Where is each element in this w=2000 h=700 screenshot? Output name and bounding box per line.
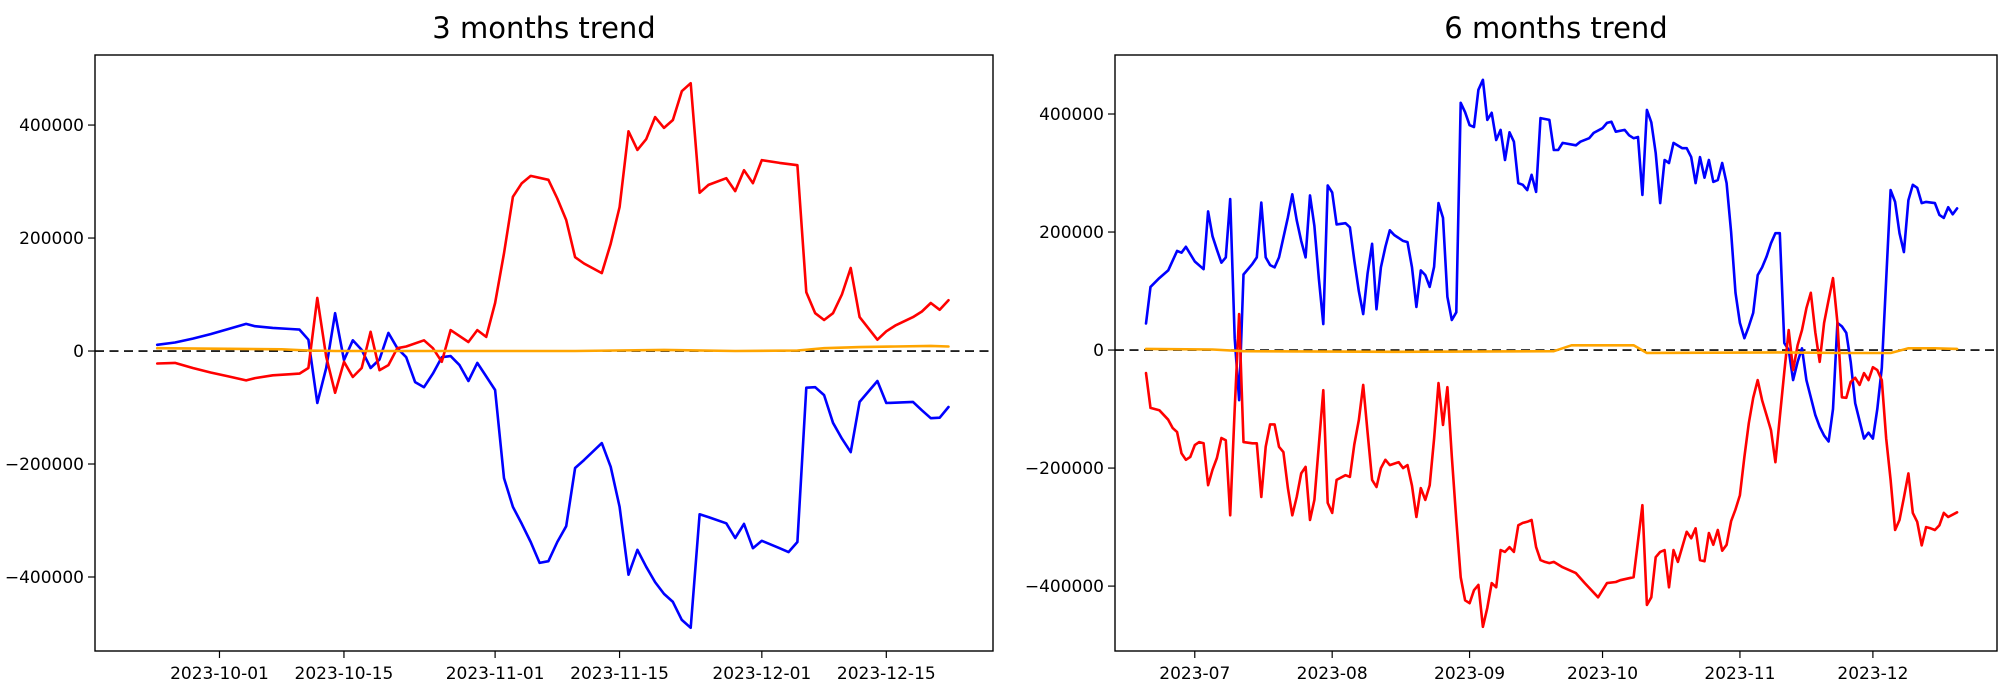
y-tick-label: −200000	[1025, 459, 1104, 479]
x-tick-label: 2023-11	[1704, 664, 1775, 684]
y-tick-label: −200000	[5, 455, 84, 475]
plot-border	[94, 54, 994, 652]
subplot-3-months: 3 months trend 2023-10-01 2023-10-15 2023-1…	[5, 11, 994, 684]
y-tick-label: −400000	[1025, 577, 1104, 597]
series-red-line	[155, 81, 950, 395]
y-tick-label: 400000	[19, 116, 84, 136]
x-tick-label: 2023-10	[1567, 664, 1638, 684]
series-blue-line	[155, 311, 950, 630]
x-tick-label: 2023-09	[1434, 664, 1505, 684]
y-tick-label: −400000	[5, 568, 84, 588]
y-tick-label: 0	[1093, 341, 1104, 361]
x-tick-label: 2023-12-15	[837, 664, 936, 684]
chart-title: 6 months trend	[1444, 11, 1667, 45]
x-tick-label: 2023-10-15	[295, 664, 394, 684]
x-tick-label: 2023-12	[1837, 664, 1908, 684]
x-tick-label: 2023-11-15	[570, 664, 669, 684]
subplot-6-months: 6 months trend 2023-07 2023-08 2023-09 2023-…	[1025, 11, 1998, 684]
series-orange-line	[155, 344, 950, 353]
series-red-line	[1144, 276, 1959, 629]
y-tick-label: 400000	[1039, 105, 1104, 125]
x-tick-label: 2023-12-01	[712, 664, 811, 684]
y-tick-label: 200000	[1039, 223, 1104, 243]
y-tick-label: 200000	[19, 229, 84, 249]
x-tick-label: 2023-10-01	[170, 664, 269, 684]
x-tick-label: 2023-08	[1297, 664, 1368, 684]
y-tick-label: 0	[73, 342, 84, 362]
series-blue-line	[1144, 78, 1959, 443]
chart-title: 3 months trend	[432, 11, 655, 45]
x-tick-label: 2023-11-01	[446, 664, 545, 684]
plot-border	[1114, 54, 1998, 652]
series-orange-line	[1144, 343, 1959, 355]
x-tick-label: 2023-07	[1159, 664, 1230, 684]
